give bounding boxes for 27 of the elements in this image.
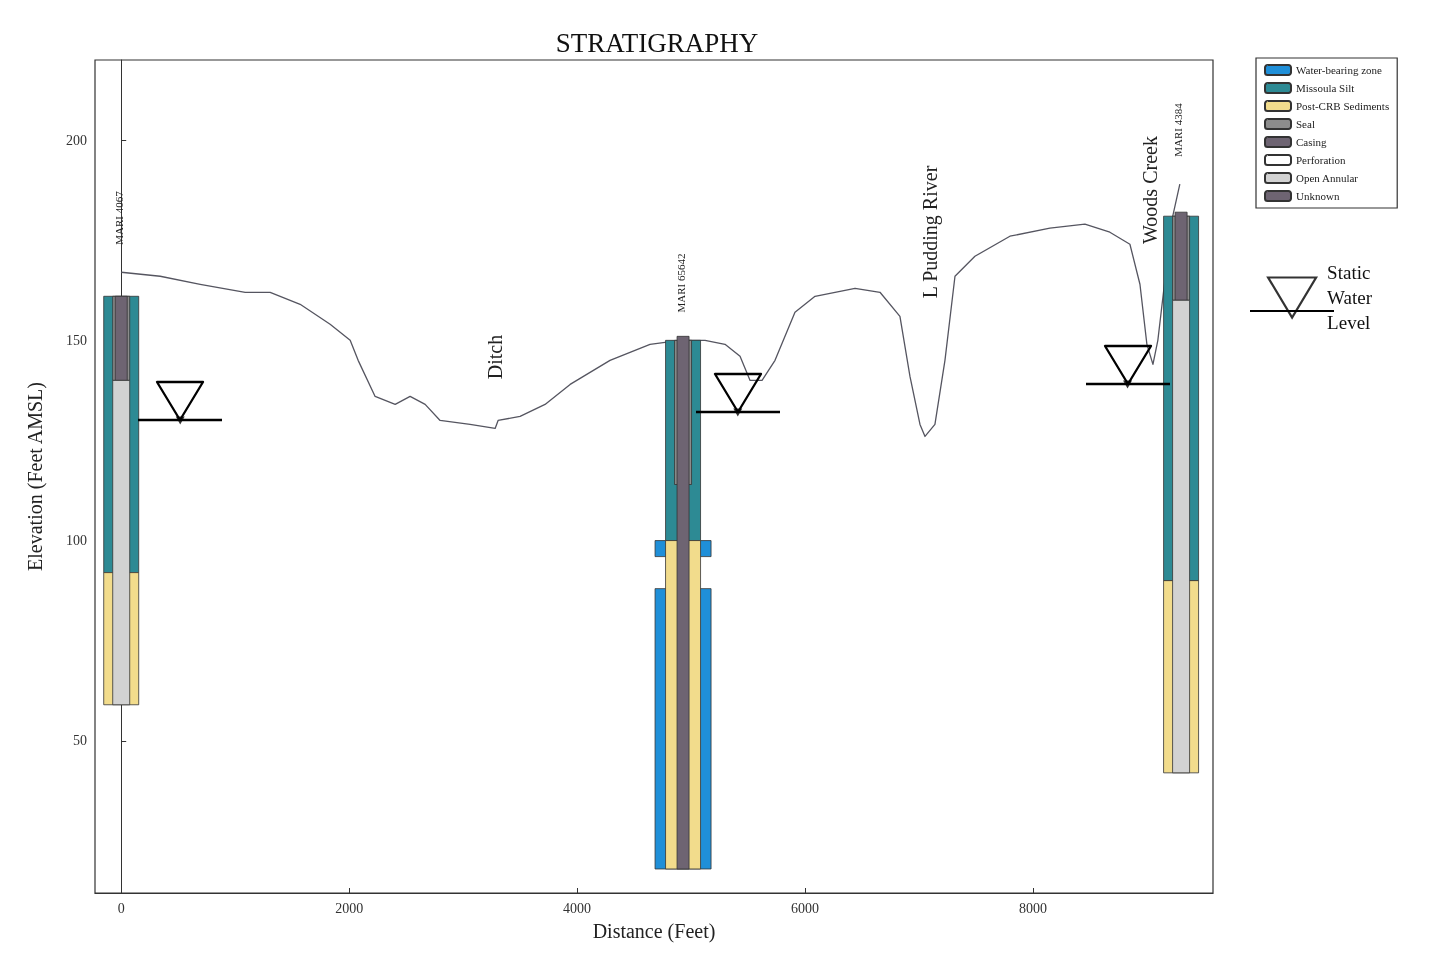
annotation: MARI 4067: [113, 190, 125, 245]
x-tick-label: 4000: [563, 900, 592, 916]
legend-label: Post-CRB Sediments: [1296, 100, 1390, 112]
x-tick-label: 6000: [791, 900, 819, 916]
legend-label: Casing: [1296, 136, 1328, 148]
annotation: L Pudding River: [919, 165, 942, 299]
legend-label: Seal: [1296, 118, 1315, 130]
y-axis-title: Elevation (Feet AMSL): [24, 382, 47, 571]
annotation: Ditch: [484, 334, 506, 380]
legend-label: Perforation: [1296, 154, 1346, 166]
y-tick-label: 200: [66, 132, 87, 148]
annotation: MARI 4384: [1172, 102, 1184, 157]
annotation: Woods Creek: [1139, 136, 1161, 244]
legend-label: Missoula Silt: [1296, 82, 1355, 94]
legend-label: Open Annular: [1296, 172, 1359, 184]
legend-label: Unknown: [1296, 190, 1340, 202]
x-tick-label: 2000: [335, 900, 364, 916]
y-tick-label: 150: [66, 332, 87, 348]
x-tick-label: 8000: [1018, 900, 1047, 916]
x-tick-label: 0: [117, 900, 125, 916]
x-axis-title: Distance (Feet): [592, 920, 716, 943]
chart-title: STRATIGRAPHY: [555, 27, 759, 58]
legend-label: Static Water Level: [1327, 262, 1377, 333]
y-tick-label: 50: [73, 733, 87, 749]
annotation: MARI 65642: [675, 253, 687, 313]
y-tick-label: 100: [66, 533, 87, 549]
legend-label: Water-bearing zone: [1296, 64, 1383, 76]
